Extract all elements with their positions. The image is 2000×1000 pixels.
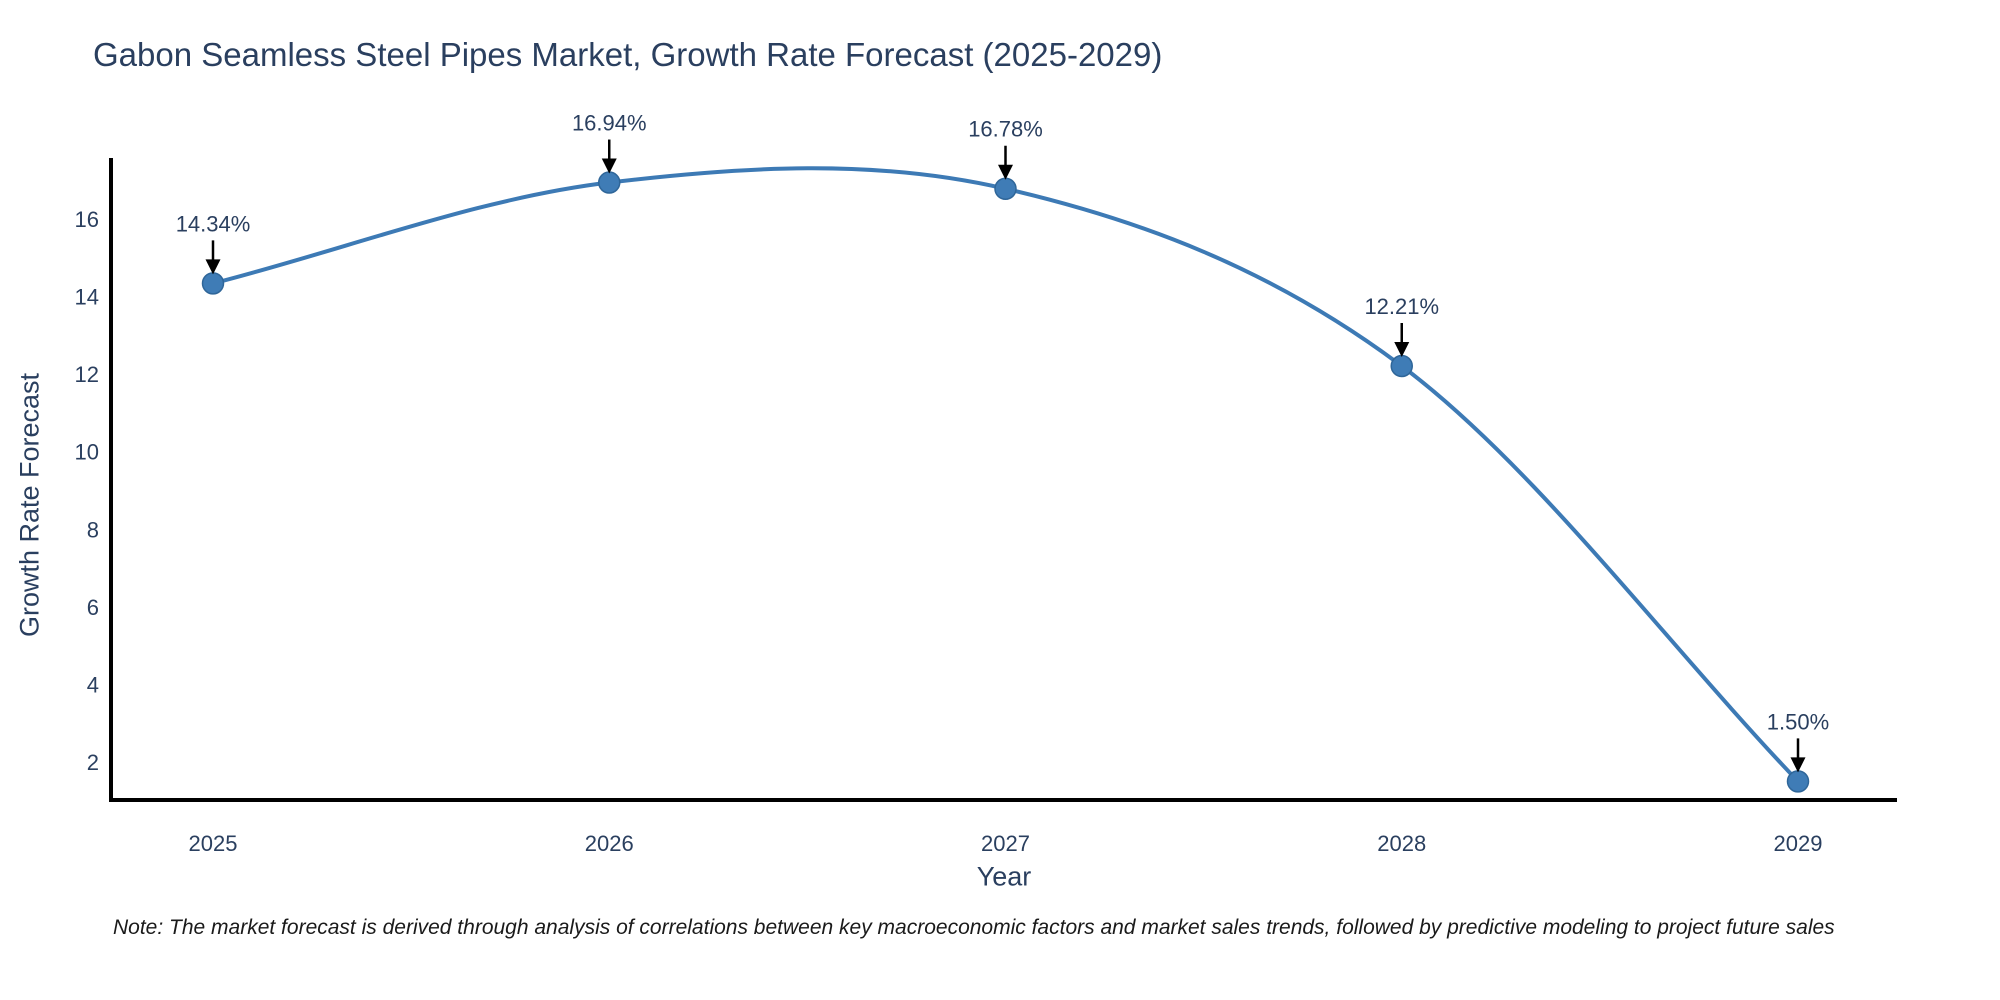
data-point-marker xyxy=(1786,770,1810,793)
data-point-marker xyxy=(201,272,225,295)
y-tick-label: 2 xyxy=(87,750,99,775)
annotation-arrow-head xyxy=(1394,341,1410,357)
x-tick-label: 2026 xyxy=(585,831,634,856)
y-tick-label: 4 xyxy=(87,672,99,697)
data-point-marker xyxy=(994,177,1017,200)
chart-title: Gabon Seamless Steel Pipes Market, Growt… xyxy=(93,36,1163,73)
annotation-arrow-head xyxy=(1790,757,1806,773)
x-tick-label: 2025 xyxy=(189,831,238,856)
x-axis-title: Year xyxy=(976,861,1032,892)
annotation-label: 16.78% xyxy=(968,117,1043,142)
data-point-marker xyxy=(1390,354,1413,378)
y-axis-title: Growth Rate Forecast xyxy=(14,372,45,638)
annotation-arrow-head xyxy=(998,164,1013,180)
y-tick-label: 16 xyxy=(75,207,99,232)
y-tick-label: 12 xyxy=(75,362,99,387)
x-tick-label: 2027 xyxy=(981,831,1030,856)
x-tick-label: 2028 xyxy=(1377,831,1426,856)
annotation-label: 16.94% xyxy=(572,111,647,136)
annotation-arrow-head xyxy=(205,259,221,275)
annotation-label: 12.21% xyxy=(1364,294,1439,319)
x-tick-label: 2029 xyxy=(1774,831,1823,856)
annotation-label: 1.50% xyxy=(1767,709,1829,734)
data-point-marker xyxy=(598,171,621,194)
series-line xyxy=(211,166,1800,784)
annotation-label: 14.34% xyxy=(176,211,251,236)
y-tick-label: 8 xyxy=(87,517,99,542)
annotation-arrow-head xyxy=(601,158,617,174)
y-tick-label: 14 xyxy=(75,285,99,310)
y-tick-label: 6 xyxy=(87,595,99,620)
chart-note: Note: The market forecast is derived thr… xyxy=(113,916,1835,939)
y-tick-label: 10 xyxy=(75,440,99,465)
